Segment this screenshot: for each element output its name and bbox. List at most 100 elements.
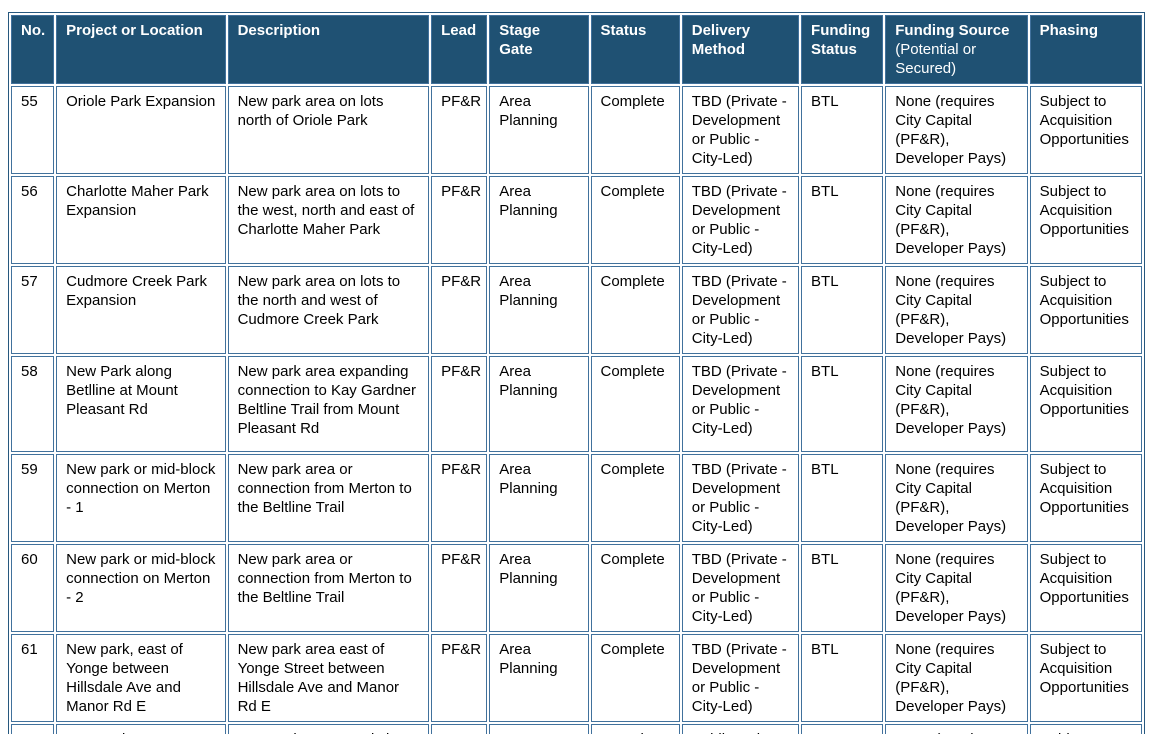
cell-project: Oriole Park Expansion xyxy=(56,86,226,174)
cell-delivery-method: TBD (Private - Development or Public - C… xyxy=(681,176,800,264)
cell-status: Complete xyxy=(590,724,680,734)
cell-delivery-method: TBD (Private - Development or Public - C… xyxy=(681,634,800,722)
cell-status: Complete xyxy=(590,176,680,264)
cell-funding-status: BTL xyxy=(801,454,884,542)
table-row: 62 Mount Pleasant Parkette Expansion New… xyxy=(11,724,1142,734)
cell-description: New park area on lots north of Oriole Pa… xyxy=(227,86,430,174)
cell-funding-source: None (requires City Capital (PF&R), Deve… xyxy=(885,86,1028,174)
cell-stage-gate: Area Planning xyxy=(489,544,589,632)
cell-description: New park area expanding connection to Ka… xyxy=(227,356,430,452)
cell-no: 56 xyxy=(11,176,55,264)
cell-stage-gate: Area Planning xyxy=(489,176,589,264)
column-header-label: No. xyxy=(21,22,46,39)
cell-funding-status: BTL xyxy=(801,266,884,354)
column-header-delivery-method: Delivery Method xyxy=(681,15,800,84)
table-row: 61 New park, east of Yonge between Hills… xyxy=(11,634,1142,722)
projects-table: No. Project or Location Description Lead… xyxy=(8,12,1145,734)
cell-project: New park or mid-block connection on Mert… xyxy=(56,544,226,632)
column-header-label: Lead xyxy=(441,22,477,39)
cell-lead: PF&R xyxy=(431,724,488,734)
cell-no: 57 xyxy=(11,266,55,354)
column-header-sublabel: (Potential or Secured) xyxy=(895,41,977,77)
cell-status: Complete xyxy=(590,86,680,174)
cell-description: New park area on lots to the west, north… xyxy=(227,176,430,264)
cell-phasing: Subject to Acquisition Opportunities xyxy=(1029,724,1142,734)
cell-lead: PF&R xyxy=(431,454,488,542)
column-header-status: Status xyxy=(590,15,680,84)
cell-lead: PF&R xyxy=(431,634,488,722)
cell-funding-source: None (requires City Capital (PF&R), Deve… xyxy=(885,454,1028,542)
cell-funding-status: BTL xyxy=(801,86,884,174)
cell-delivery-method: TBD (Private - Development or Public - C… xyxy=(681,454,800,542)
column-header-label: Funding Status xyxy=(811,22,871,58)
column-header-label: Stage Gate xyxy=(499,22,541,58)
cell-status: Complete xyxy=(590,266,680,354)
cell-funding-status: BTL xyxy=(801,544,884,632)
table-row: 57 Cudmore Creek Park Expansion New park… xyxy=(11,266,1142,354)
cell-no: 62 xyxy=(11,724,55,734)
cell-no: 60 xyxy=(11,544,55,632)
cell-stage-gate: Area Planning xyxy=(489,86,589,174)
column-header-project-or-location: Project or Location xyxy=(56,15,226,84)
cell-description: New park area or connection from Merton … xyxy=(227,544,430,632)
cell-project: New park or mid-block connection on Mert… xyxy=(56,454,226,542)
cell-no: 59 xyxy=(11,454,55,542)
cell-lead: PF&R xyxy=(431,86,488,174)
column-header-label: Funding Source xyxy=(895,22,1010,39)
table-row: 60 New park or mid-block connection on M… xyxy=(11,544,1142,632)
cell-stage-gate: Area Planning xyxy=(489,454,589,542)
cell-phasing: Subject to Acquisition Opportunities xyxy=(1029,86,1142,174)
table-row: 59 New park or mid-block connection on M… xyxy=(11,454,1142,542)
cell-phasing: Subject to Acquisition Opportunities xyxy=(1029,176,1142,264)
cell-funding-source: None (requires City Capital (PF&R)) xyxy=(885,724,1028,734)
cell-project: Cudmore Creek Park Expansion xyxy=(56,266,226,354)
table-row: 58 New Park along Betlline at Mount Plea… xyxy=(11,356,1142,452)
cell-description: New park area east of Yonge Street betwe… xyxy=(227,634,430,722)
column-header-label: Status xyxy=(600,22,647,39)
column-header-funding-status: Funding Status xyxy=(801,15,884,84)
cell-no: 55 xyxy=(11,86,55,174)
cell-description: New park area consisting of part of Moun… xyxy=(227,724,430,734)
cell-delivery-method: TBD (Private - Development or Public - C… xyxy=(681,266,800,354)
cell-funding-status: BTL xyxy=(801,634,884,722)
cell-project: Mount Pleasant Parkette Expansion xyxy=(56,724,226,734)
cell-phasing: Subject to Acquisition Opportunities xyxy=(1029,266,1142,354)
cell-stage-gate: Area Planning xyxy=(489,724,589,734)
cell-lead: PF&R xyxy=(431,544,488,632)
cell-project: New park, east of Yonge between Hillsdal… xyxy=(56,634,226,722)
cell-lead: PF&R xyxy=(431,266,488,354)
cell-status: Complete xyxy=(590,356,680,452)
cell-lead: PF&R xyxy=(431,356,488,452)
cell-stage-gate: Area Planning xyxy=(489,266,589,354)
header-row: No. Project or Location Description Lead… xyxy=(11,15,1142,84)
cell-description: New park area on lots to the north and w… xyxy=(227,266,430,354)
cell-no: 61 xyxy=(11,634,55,722)
column-header-phasing: Phasing xyxy=(1029,15,1142,84)
column-header-stage-gate: Stage Gate xyxy=(489,15,589,84)
cell-no: 58 xyxy=(11,356,55,452)
cell-delivery-method: TBD (Private - Development or Public - C… xyxy=(681,356,800,452)
column-header-label: Phasing xyxy=(1039,22,1098,39)
cell-delivery-method: TBD (Private - Development or Public - C… xyxy=(681,86,800,174)
cell-phasing: Subject to Acquisition Opportunities xyxy=(1029,454,1142,542)
table-row: 55 Oriole Park Expansion New park area o… xyxy=(11,86,1142,174)
column-header-description: Description xyxy=(227,15,430,84)
column-header-funding-source: Funding Source (Potential or Secured) xyxy=(885,15,1028,84)
cell-stage-gate: Area Planning xyxy=(489,356,589,452)
cell-funding-source: None (requires City Capital (PF&R), Deve… xyxy=(885,356,1028,452)
cell-project: New Park along Betlline at Mount Pleasan… xyxy=(56,356,226,452)
cell-phasing: Subject to Acquisition Opportunities xyxy=(1029,356,1142,452)
cell-delivery-method: TBD (Private - Development or Public - C… xyxy=(681,544,800,632)
column-header-label: Description xyxy=(237,22,321,39)
cell-delivery-method: Public - City-Led (PF&R) xyxy=(681,724,800,734)
cell-status: Complete xyxy=(590,634,680,722)
cell-funding-source: None (requires City Capital (PF&R), Deve… xyxy=(885,544,1028,632)
cell-status: Complete xyxy=(590,454,680,542)
cell-description: New park area or connection from Merton … xyxy=(227,454,430,542)
cell-phasing: Subject to Acquisition Opportunities xyxy=(1029,544,1142,632)
cell-stage-gate: Area Planning xyxy=(489,634,589,722)
cell-funding-status: BTL xyxy=(801,724,884,734)
cell-phasing: Subject to Acquisition Opportunities xyxy=(1029,634,1142,722)
column-header-no: No. xyxy=(11,15,55,84)
